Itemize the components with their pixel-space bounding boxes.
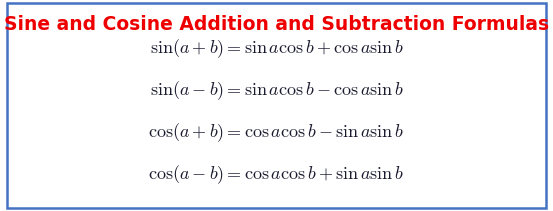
- FancyBboxPatch shape: [7, 3, 546, 208]
- Text: $\cos(a-b) = \cos a\cos b + \sin a\sin b$: $\cos(a-b) = \cos a\cos b + \sin a\sin b…: [149, 164, 404, 187]
- Text: $\sin(a-b) = \sin a\cos b - \cos a\sin b$: $\sin(a-b) = \sin a\cos b - \cos a\sin b…: [149, 79, 404, 102]
- Text: $\cos(a+b) = \cos a\cos b - \sin a\sin b$: $\cos(a+b) = \cos a\cos b - \sin a\sin b…: [149, 122, 404, 144]
- Text: $\sin(a+b) = \sin a\cos b + \cos a\sin b$: $\sin(a+b) = \sin a\cos b + \cos a\sin b…: [149, 37, 404, 60]
- Text: Sine and Cosine Addition and Subtraction Formulas: Sine and Cosine Addition and Subtraction…: [4, 15, 549, 34]
